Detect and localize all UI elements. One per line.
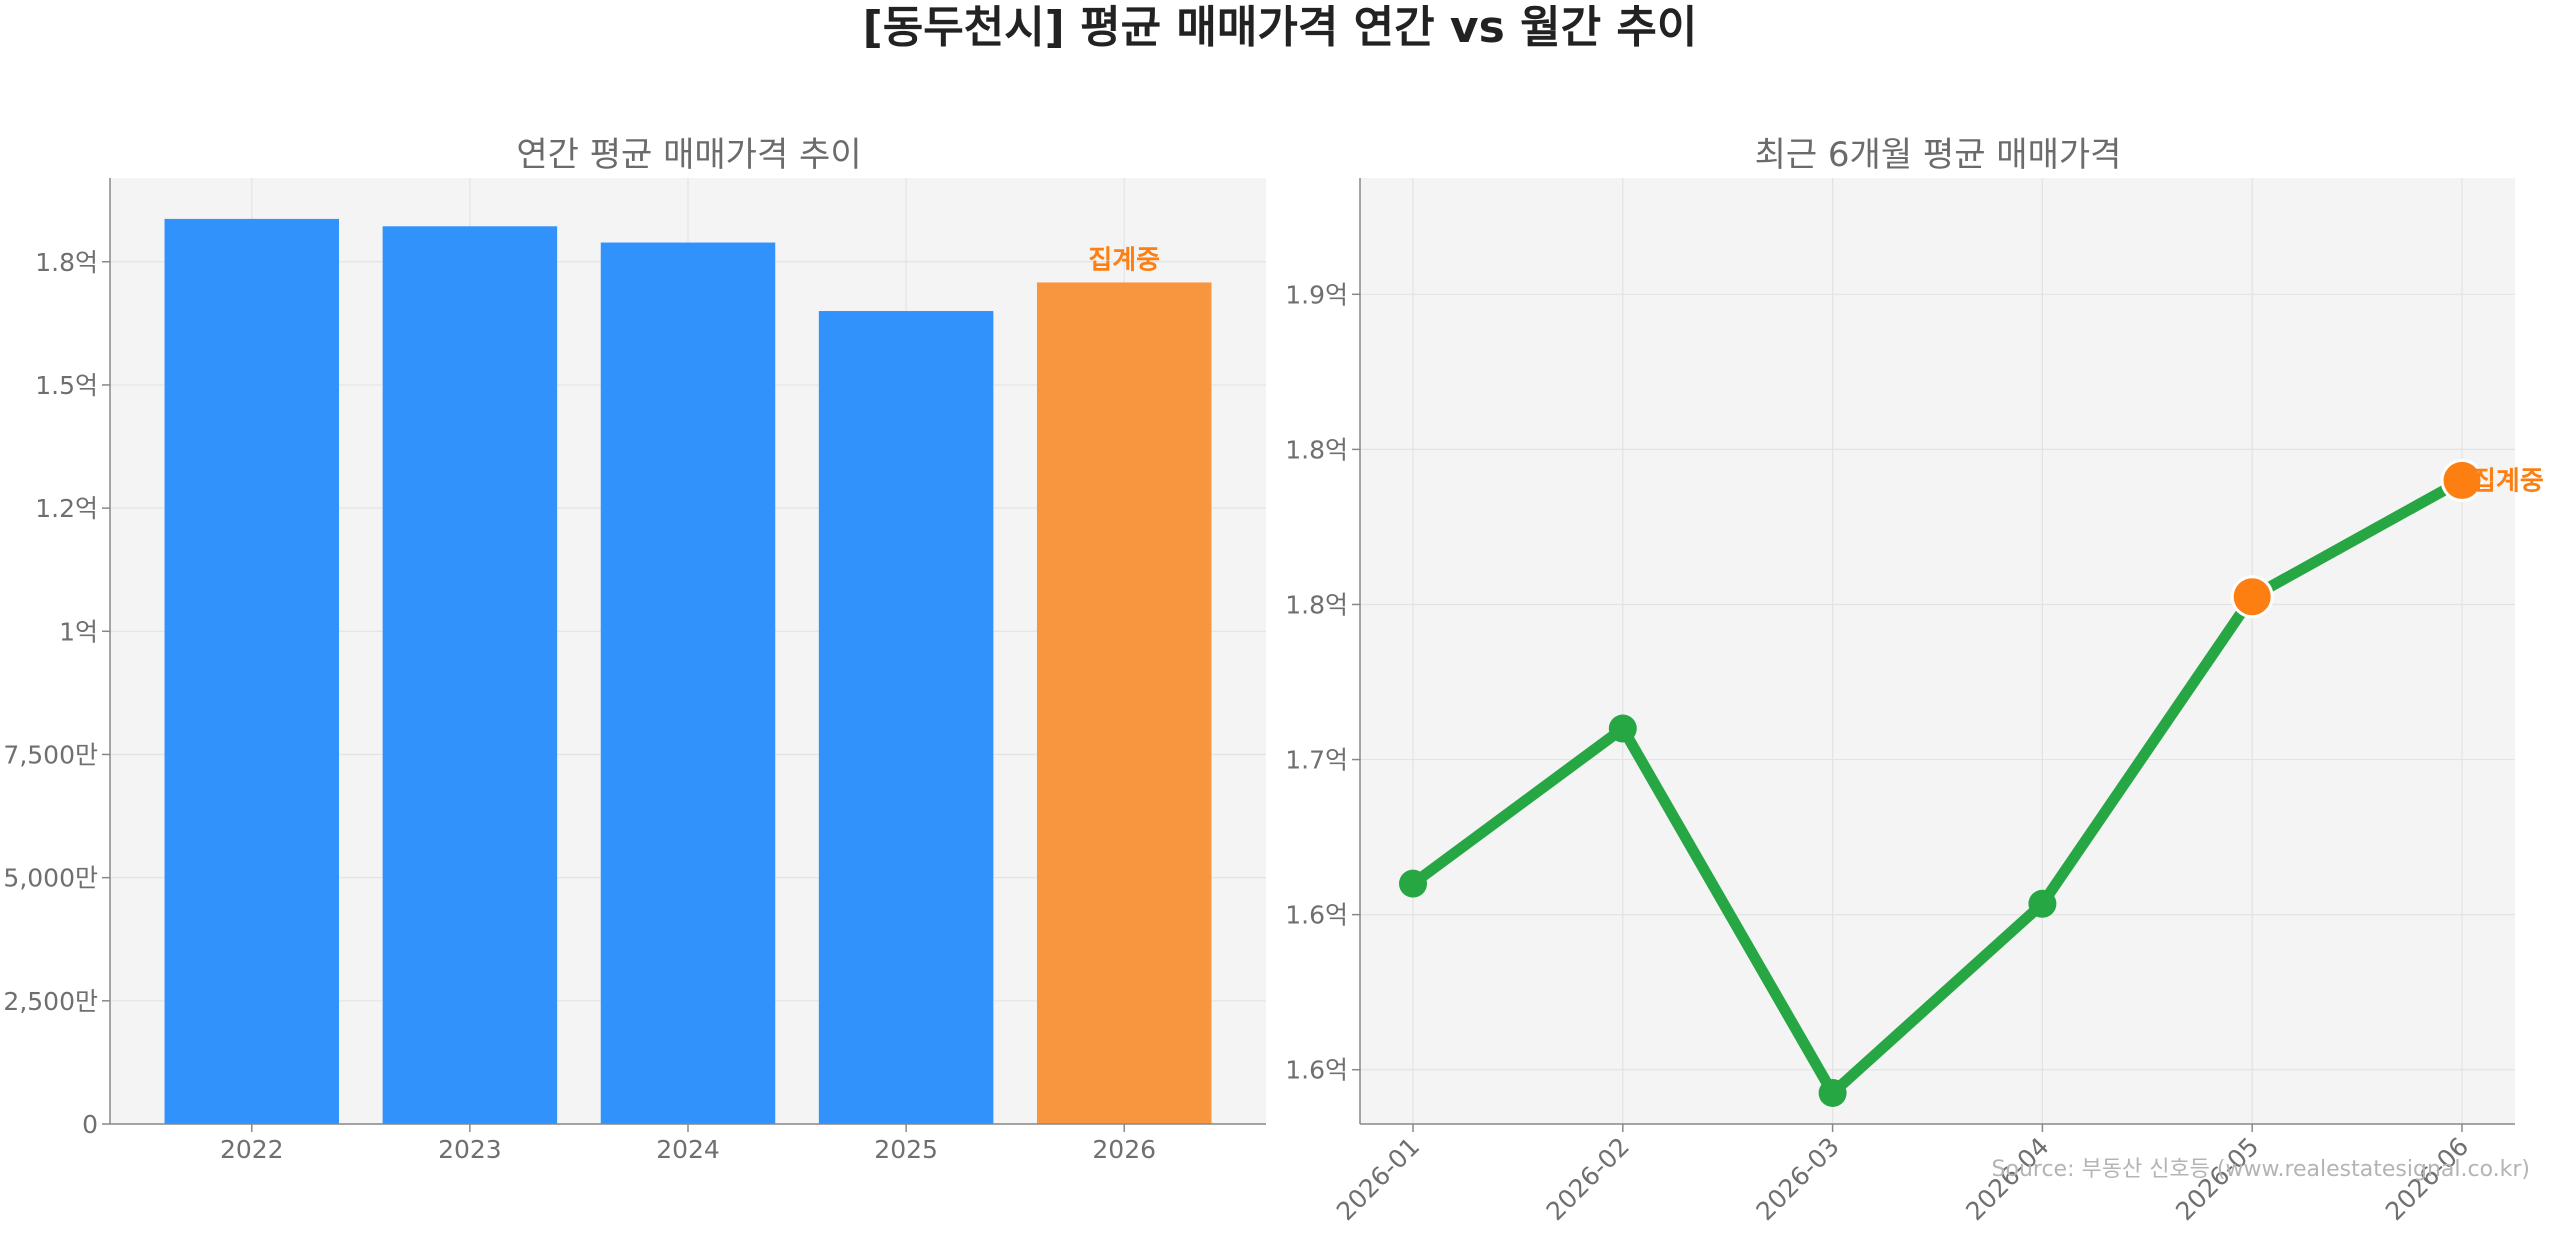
bar-2022 [164, 218, 340, 1125]
y-tick-label: 1.5억 [35, 371, 98, 400]
y-tick-label: 1.6억 [1285, 1056, 1348, 1085]
y-tick-label: 1.9억 [1285, 280, 1348, 309]
bar-annotation: 집계중 [1088, 245, 1160, 275]
series-line [1407, 474, 2468, 1099]
source-watermark: Source: 부동산 신호등 (www.realestatesignal.co… [1992, 1157, 2530, 1182]
data-point-partial [2230, 575, 2274, 619]
y-tick-label: 0 [82, 1110, 98, 1139]
x-tick-label: 2025 [874, 1135, 938, 1164]
y-tick-label: 1.8억 [1285, 435, 1348, 464]
x-tick-label: 2026-01 [1331, 1132, 1425, 1226]
x-tick-label: 2026-03 [1750, 1132, 1844, 1226]
data-point-partial [2440, 458, 2484, 502]
bar-2025 [818, 311, 994, 1124]
bar-chart-title: 연간 평균 매매가격 추이 [516, 135, 861, 175]
x-tick-label: 2022 [220, 1135, 284, 1164]
y-tick-label: 5,000만 [3, 864, 98, 893]
data-point [2028, 889, 2057, 918]
x-tick-label: 2023 [438, 1135, 502, 1164]
figure-title: [동두천시] 평균 매매가격 연간 vs 월간 추이 [863, 2, 1698, 53]
y-tick-label: 1.7억 [1285, 746, 1348, 775]
x-tick-label: 2026 [1092, 1135, 1156, 1164]
y-tick-label: 1.6억 [1285, 901, 1348, 930]
bar-2023 [382, 226, 558, 1125]
y-tick-label: 7,500만 [3, 740, 98, 769]
bar-chart-panel: 0 2,500만 5,000만 7,500만 1억 1.2억 1.5억 1.8억 2022 202… [3, 178, 1266, 1164]
plot-area [1360, 178, 2515, 1124]
x-tick-label: 2024 [656, 1135, 720, 1164]
x-tick-label: 2026-02 [1541, 1132, 1635, 1226]
data-point [1608, 714, 1637, 743]
y-tick-label: 1.8억 [1285, 590, 1348, 619]
line-chart-title: 최근 6개월 평균 매매가격 [1755, 135, 2122, 175]
data-point [1399, 869, 1427, 898]
y-tick-label: 2,500만 [3, 987, 98, 1016]
y-tick-label: 1.8억 [35, 248, 98, 277]
line-annotation: 집계중 [2472, 466, 2544, 496]
y-tick-label: 1.2억 [35, 494, 98, 523]
bar-2024 [600, 242, 776, 1124]
data-point [1818, 1078, 1847, 1107]
bar-2026-partial [1036, 282, 1212, 1124]
y-tick-label: 1억 [59, 617, 98, 646]
